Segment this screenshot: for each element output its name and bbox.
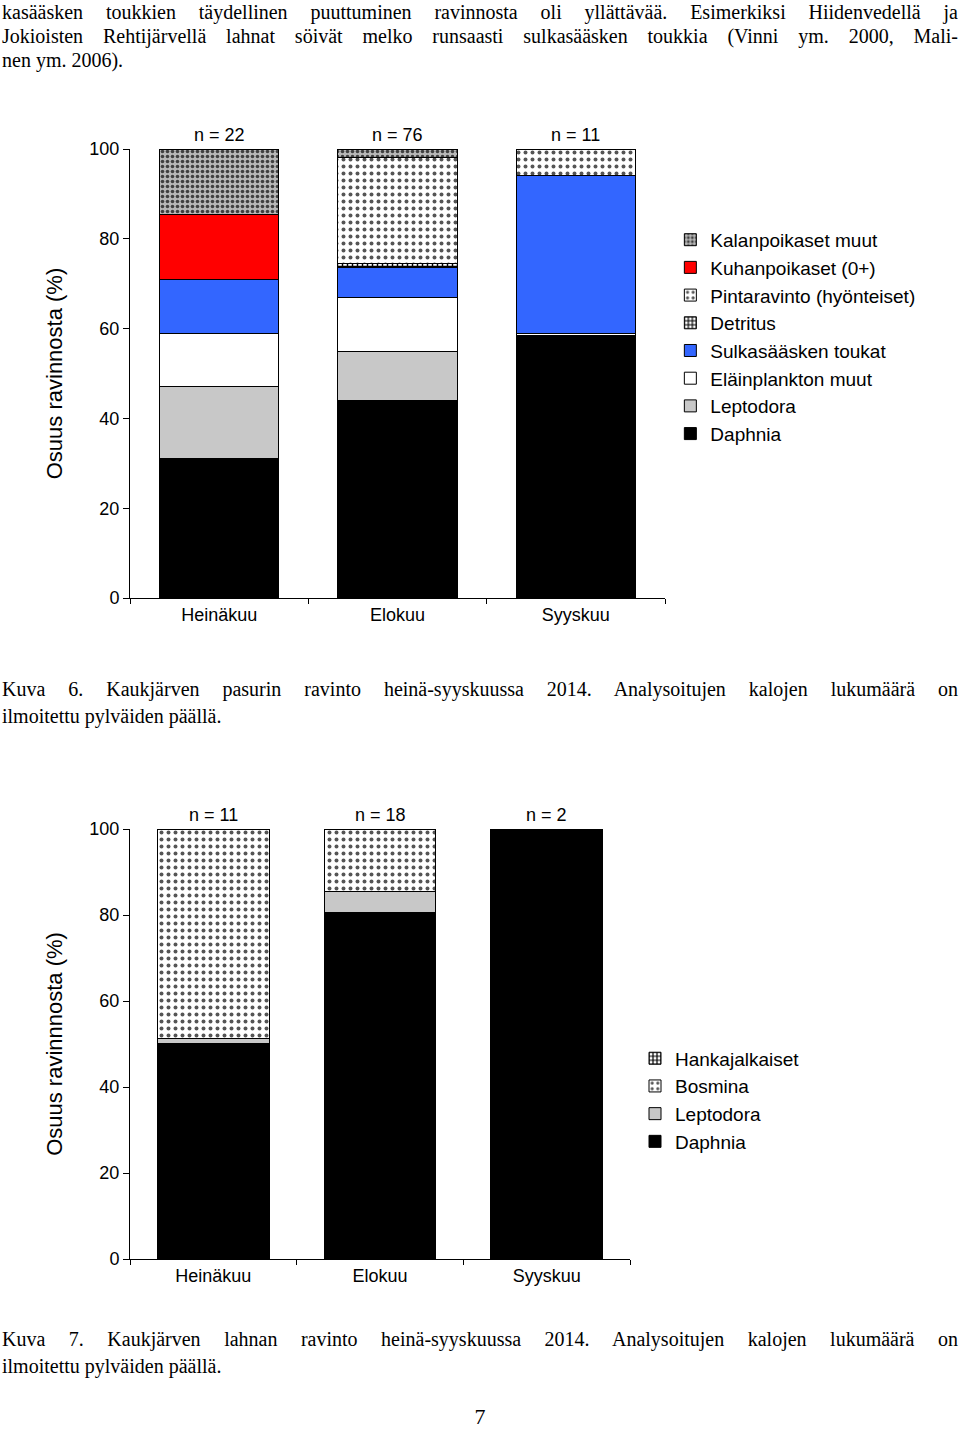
html-text:7: 7 [474, 1404, 486, 1429]
svg-text:n = 11: n = 11 [189, 805, 238, 825]
html-text:Kuva 7. Kaukjärven lahnan ravi: Kuva 7. Kaukjärven lahnan ravinto heinä-… [2, 1328, 958, 1350]
svg-text:n = 11: n = 11 [551, 125, 600, 145]
svg-text:60: 60 [99, 991, 119, 1011]
svg-text:Elokuu: Elokuu [352, 1266, 407, 1286]
svg-text:Syyskuu: Syyskuu [513, 1266, 581, 1286]
svg-text:20: 20 [99, 1163, 119, 1183]
svg-text:0: 0 [109, 588, 119, 608]
svg-text:40: 40 [99, 1077, 119, 1097]
svg-text:20: 20 [99, 499, 119, 519]
svg-text:Syyskuu: Syyskuu [542, 605, 610, 625]
svg-text:Leptodora: Leptodora [710, 396, 796, 417]
svg-text:n = 22: n = 22 [194, 125, 245, 145]
svg-text:n = 2: n = 2 [526, 805, 567, 825]
svg-text:Kalanpoikaset muut: Kalanpoikaset muut [710, 230, 878, 251]
svg-text:Osuus ravinnnosta (%): Osuus ravinnnosta (%) [42, 932, 67, 1156]
svg-text:Elokuu: Elokuu [370, 605, 425, 625]
svg-text:80: 80 [99, 905, 119, 925]
svg-text:Kuhanpoikaset (0+): Kuhanpoikaset (0+) [710, 258, 875, 279]
html-text:Kuva 6. Kaukjärven pasurin rav: Kuva 6. Kaukjärven pasurin ravinto heinä… [2, 678, 958, 700]
svg-text:Detritus: Detritus [710, 313, 775, 334]
svg-text:n = 18: n = 18 [355, 805, 406, 825]
svg-text:Leptodora: Leptodora [675, 1104, 761, 1125]
html-text:Jokioisten Rehtijärvellä lahna: Jokioisten Rehtijärvellä lahnat söivät m… [2, 25, 958, 47]
svg-text:n = 76: n = 76 [372, 125, 423, 145]
html-text:kasääsken toukkien täydellinen: kasääsken toukkien täydellinen puuttumin… [2, 1, 958, 23]
svg-text:100: 100 [89, 139, 119, 159]
svg-text:Heinäkuu: Heinäkuu [181, 605, 257, 625]
svg-text:100: 100 [89, 819, 119, 839]
html-text:ilmoitettu pylväiden päällä.: ilmoitettu pylväiden päällä. [2, 1355, 222, 1377]
svg-text:Eläinplankton muut: Eläinplankton muut [710, 369, 872, 390]
html-text:ilmoitettu pylväiden päällä.: ilmoitettu pylväiden päällä. [2, 705, 222, 727]
svg-text:0: 0 [109, 1249, 119, 1269]
svg-text:Sulkasääsken toukat: Sulkasääsken toukat [710, 341, 886, 362]
svg-text:Daphnia: Daphnia [710, 424, 781, 445]
svg-text:Daphnia: Daphnia [675, 1132, 746, 1153]
svg-text:40: 40 [99, 409, 119, 429]
svg-text:Osuus ravinnosta (%): Osuus ravinnosta (%) [42, 268, 67, 480]
svg-text:Hankajalkaiset: Hankajalkaiset [675, 1049, 799, 1070]
svg-text:Pintaravinto (hyönteiset): Pintaravinto (hyönteiset) [710, 286, 915, 307]
html-text:nen ym. 2006).: nen ym. 2006). [2, 49, 124, 71]
svg-text:Bosmina: Bosmina [675, 1076, 749, 1097]
svg-text:80: 80 [99, 229, 119, 249]
svg-text:Heinäkuu: Heinäkuu [175, 1266, 251, 1286]
svg-text:60: 60 [99, 319, 119, 339]
